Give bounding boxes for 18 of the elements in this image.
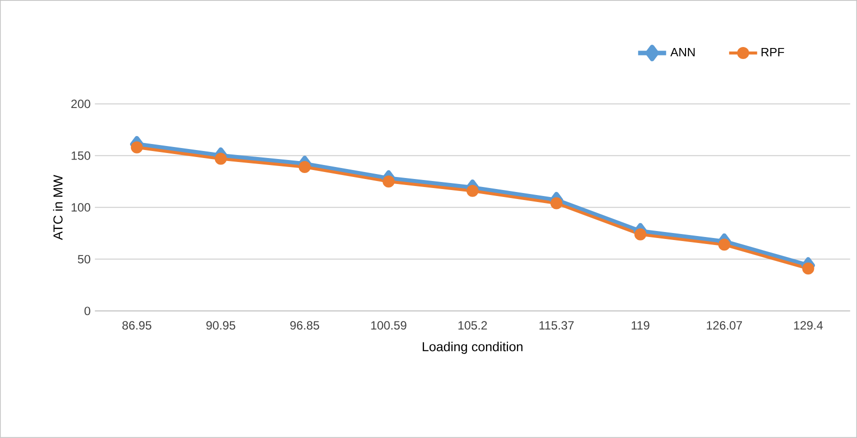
- y-tick-label: 100: [72, 203, 90, 212]
- x-tick-label: 105.2: [458, 321, 487, 330]
- y-tick-label: 200: [71, 100, 90, 108]
- x-tick-label: 90.95: [206, 321, 236, 330]
- y-axis-title: ATC in MW: [53, 174, 63, 240]
- y-tick-label: 150: [72, 151, 90, 160]
- y-tick-label: 50: [78, 255, 90, 264]
- x-tick-label: 119: [632, 321, 650, 330]
- x-tick-label: 100.59: [371, 321, 406, 330]
- x-tick-label: 115.37: [540, 321, 574, 330]
- x-tick-label: 126.07: [706, 321, 742, 330]
- x-tick-label: 86.95: [122, 321, 152, 330]
- x-tick-label: 96.85: [290, 321, 320, 330]
- legend-label: RPF: [762, 48, 784, 56]
- y-tick-label: 0: [84, 306, 90, 316]
- x-axis-title: Loading condition: [422, 342, 522, 354]
- x-tick-label: 129.4: [794, 321, 823, 330]
- legend-label: ANN: [670, 48, 695, 56]
